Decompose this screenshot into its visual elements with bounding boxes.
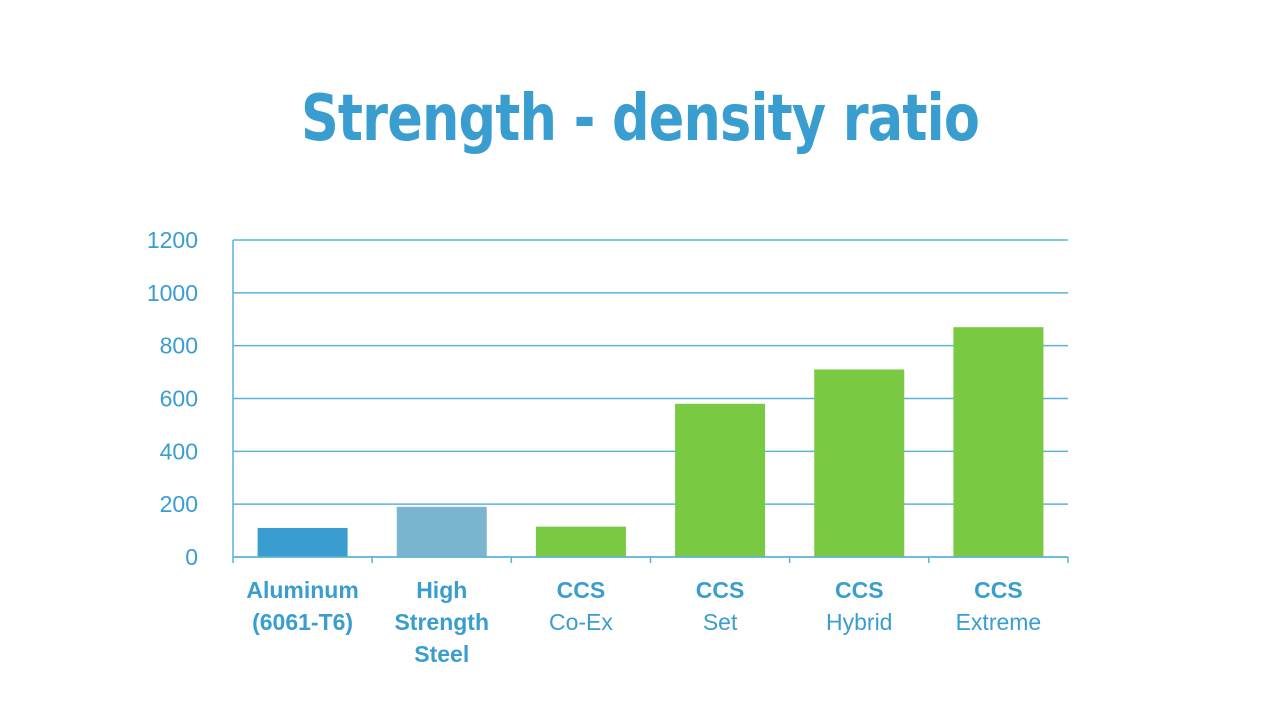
x-tick-label: CCS — [835, 577, 884, 603]
x-tick-label: CCS — [557, 577, 606, 603]
y-tick-label: 600 — [160, 386, 198, 412]
y-tick-label: 400 — [160, 438, 198, 464]
y-tick-label: 1200 — [147, 227, 198, 253]
bar — [953, 327, 1044, 557]
x-tick-label: Co-Ex — [549, 609, 613, 635]
y-tick-label: 1000 — [147, 280, 198, 306]
x-tick-label: Hybrid — [826, 609, 892, 635]
bar — [257, 527, 348, 557]
x-tick-label: Aluminum — [246, 577, 358, 603]
bar — [675, 403, 766, 557]
x-tick-label: (6061-T6) — [252, 609, 353, 635]
y-tick-label: 800 — [160, 333, 198, 359]
chart-title: Strength - density ratio — [300, 82, 980, 156]
x-tick-label: CCS — [696, 577, 745, 603]
x-tick-label: CCS — [974, 577, 1023, 603]
bar — [535, 526, 626, 557]
y-tick-label: 200 — [160, 491, 198, 517]
x-tick-label: Strength — [394, 609, 489, 635]
x-tick-label: Extreme — [956, 609, 1042, 635]
x-tick-label: Steel — [414, 641, 469, 667]
x-tick-label: High — [416, 577, 467, 603]
bar — [396, 506, 487, 557]
y-tick-label: 0 — [185, 544, 198, 570]
bar — [814, 369, 905, 557]
x-tick-label: Set — [703, 609, 738, 635]
